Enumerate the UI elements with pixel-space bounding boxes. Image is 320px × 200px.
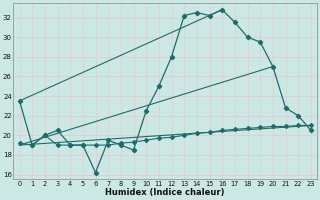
- X-axis label: Humidex (Indice chaleur): Humidex (Indice chaleur): [106, 188, 225, 197]
